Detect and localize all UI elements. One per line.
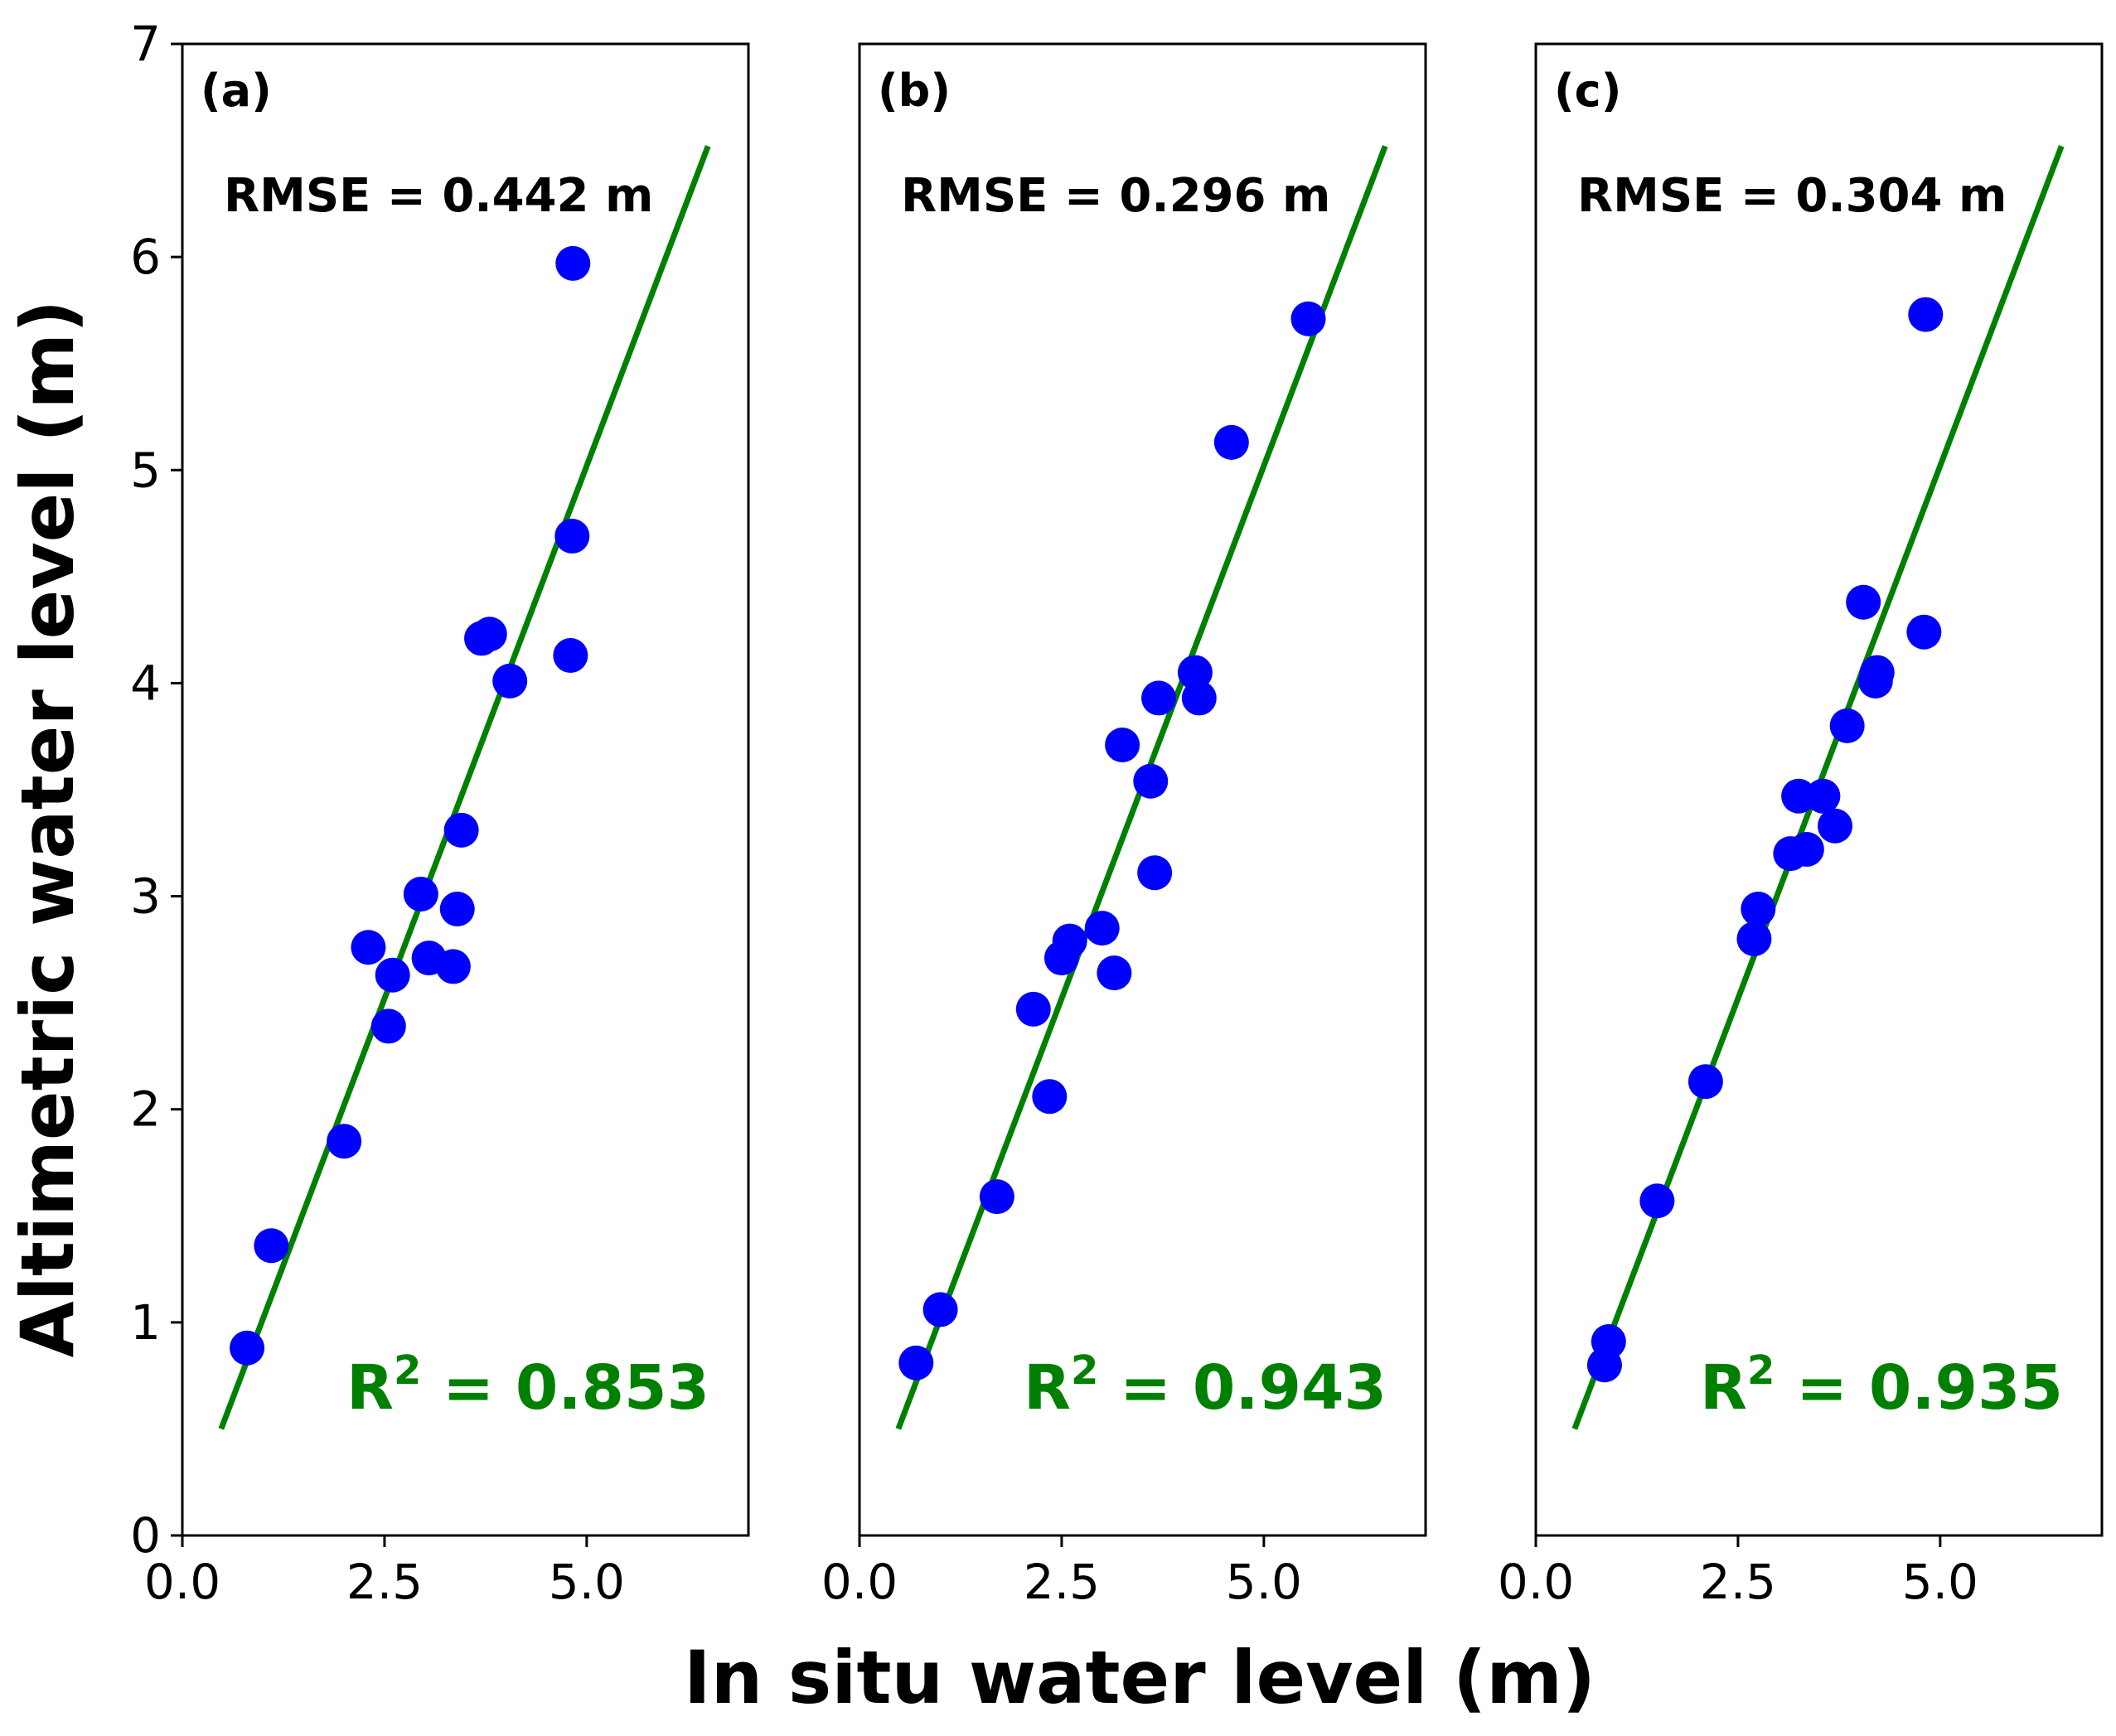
y-tick-label: 6 xyxy=(130,229,161,285)
data-point xyxy=(1105,728,1140,762)
x-tick-label: 5.0 xyxy=(549,1554,625,1610)
panel-c: 0.0 2.5 5.0 (c) RMSE = 0.304 m R2 = 0.935 xyxy=(1498,42,2104,1610)
data-point xyxy=(1213,424,1249,460)
fit-line xyxy=(218,145,711,1430)
data-point xyxy=(230,1330,265,1366)
r2-prefix: R xyxy=(1700,1352,1747,1424)
panel-b: 0.0 2.5 5.0 (b) RMSE = 0.296 m R2 = 0.943 xyxy=(821,42,1427,1610)
x-tick-label: 0.0 xyxy=(1498,1554,1574,1610)
panel-label: (c) xyxy=(1554,65,1621,117)
x-tick-label: 2.5 xyxy=(346,1554,423,1610)
data-point xyxy=(1687,1064,1723,1100)
rmse-label: RMSE = 0.296 m xyxy=(901,169,1330,223)
y-tick-label: 7 xyxy=(130,16,161,72)
data-point xyxy=(1906,614,1942,650)
r2-value: = 0.853 xyxy=(421,1352,709,1424)
y-tick-label: 1 xyxy=(130,1294,161,1351)
y-axis-title: Altimetric water level (m) xyxy=(5,300,90,1358)
data-point xyxy=(1789,832,1824,867)
r2-prefix: R xyxy=(1024,1352,1071,1424)
data-point xyxy=(1591,1324,1626,1359)
data-point xyxy=(979,1179,1014,1215)
r2-label: R2 = 0.943 xyxy=(1024,1347,1387,1424)
data-point xyxy=(1177,655,1213,690)
data-point xyxy=(1846,584,1881,620)
data-point xyxy=(1052,923,1087,959)
plot-frame xyxy=(1534,42,2104,1537)
y-tick-label: 5 xyxy=(130,442,161,498)
data-point xyxy=(1032,1079,1068,1115)
data-point xyxy=(898,1345,934,1381)
y-tick-label: 0 xyxy=(130,1507,161,1564)
data-point xyxy=(922,1292,958,1327)
r2-label: R2 = 0.935 xyxy=(1700,1347,2063,1424)
data-point xyxy=(1736,921,1772,956)
panel-label: (a) xyxy=(201,65,272,117)
y-tick-label: 3 xyxy=(130,868,161,925)
data-point xyxy=(1084,911,1120,946)
x-tick-label: 0.0 xyxy=(821,1554,898,1610)
y-tick-label: 2 xyxy=(130,1081,161,1138)
data-point xyxy=(1908,297,1944,332)
data-point xyxy=(472,617,507,652)
data-point xyxy=(492,663,528,699)
x-tick-label: 2.5 xyxy=(1024,1554,1100,1610)
data-point xyxy=(1137,855,1173,891)
data-point xyxy=(327,1124,362,1159)
data-point xyxy=(254,1228,289,1264)
data-point xyxy=(1097,955,1132,991)
x-tick-label: 5.0 xyxy=(1226,1554,1302,1610)
r2-superscript: 2 xyxy=(1071,1347,1098,1394)
data-point xyxy=(1290,301,1326,336)
data-point xyxy=(1829,708,1865,743)
data-point xyxy=(1805,778,1841,814)
data-point xyxy=(1015,991,1051,1027)
rmse-label: RMSE = 0.304 m xyxy=(1577,169,2007,223)
r2-value: = 0.943 xyxy=(1098,1352,1387,1424)
data-point xyxy=(555,245,591,281)
data-point xyxy=(1181,680,1217,716)
data-point xyxy=(403,877,438,912)
rmse-label: RMSE = 0.442 m xyxy=(224,169,653,223)
data-point xyxy=(443,812,479,848)
x-tick-label: 5.0 xyxy=(1902,1554,1978,1610)
data-point xyxy=(1781,778,1817,814)
x-tick-label: 2.5 xyxy=(1700,1554,1776,1610)
r2-superscript: 2 xyxy=(394,1347,421,1394)
data-point xyxy=(1741,892,1776,926)
r2-superscript: 2 xyxy=(1747,1347,1775,1394)
x-axis-title: In situ water level (m) xyxy=(684,1635,1595,1720)
panel-label: (b) xyxy=(878,65,951,117)
data-point xyxy=(1818,808,1853,844)
data-point xyxy=(435,949,471,984)
plot-frame xyxy=(181,42,750,1537)
data-point xyxy=(1859,655,1895,690)
data-point xyxy=(439,892,475,926)
data-point xyxy=(553,638,588,673)
data-point xyxy=(351,930,386,965)
data-point xyxy=(1639,1183,1675,1219)
data-point xyxy=(554,519,590,554)
r2-prefix: R xyxy=(346,1352,394,1424)
y-tick-label: 4 xyxy=(130,655,161,711)
r2-value: = 0.935 xyxy=(1775,1352,2063,1424)
data-point xyxy=(375,957,410,993)
r2-label: R2 = 0.853 xyxy=(346,1347,709,1424)
plot-frame xyxy=(858,42,1427,1537)
data-point xyxy=(1141,680,1177,716)
data-point xyxy=(1133,763,1169,799)
data-point xyxy=(370,1008,406,1044)
x-tick-label: 0.0 xyxy=(144,1554,220,1610)
